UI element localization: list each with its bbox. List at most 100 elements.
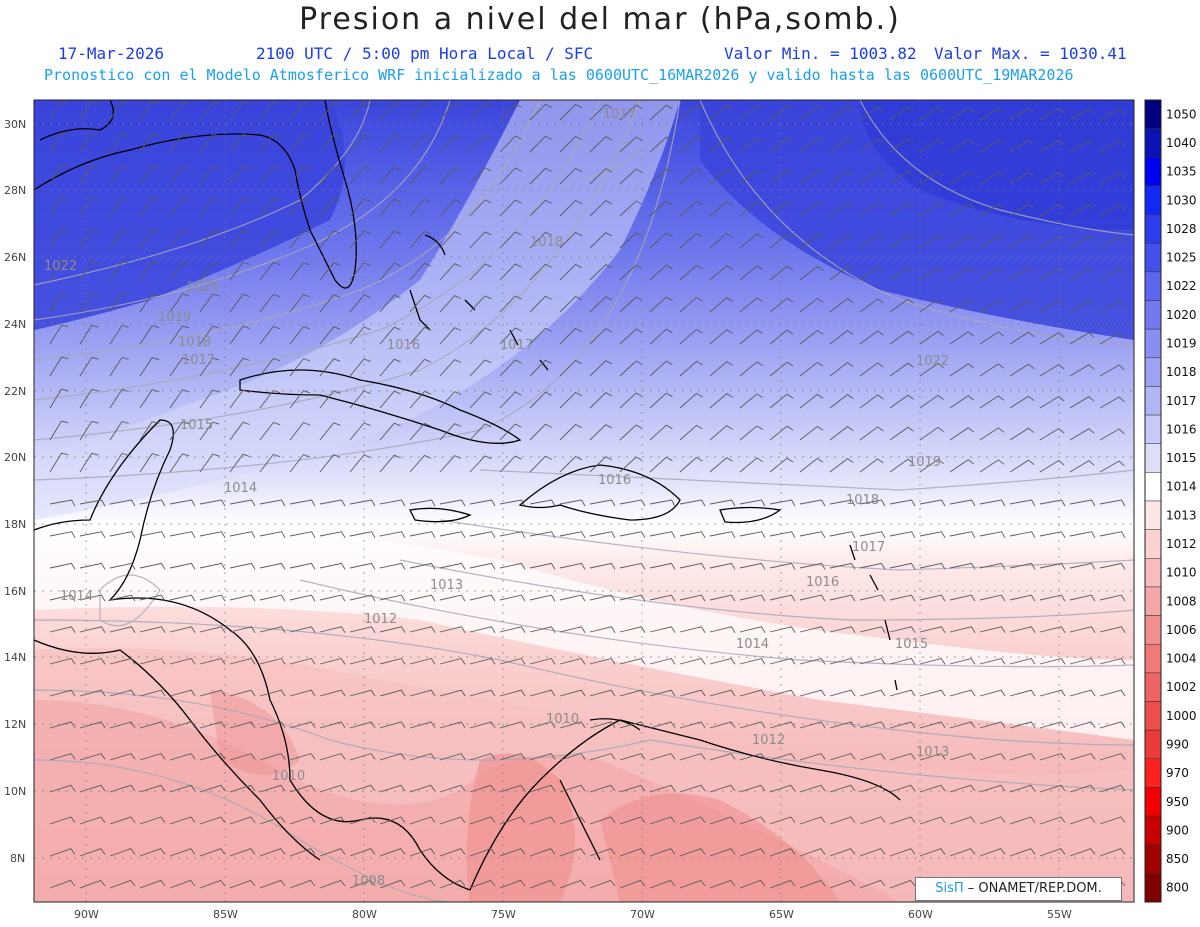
wind-barb [979,816,1006,825]
wind-barb [139,165,160,185]
wind-barb [49,816,76,825]
wind-barb [679,657,706,665]
wind-barb [319,879,346,889]
lat-label: 26N [4,251,26,264]
wind-barb [919,816,946,825]
wind-barb [349,626,376,633]
wind-barb [109,452,129,473]
wind-barb [1009,721,1036,729]
wind-barb [229,197,250,217]
wind-barb [979,626,1006,633]
wind-barb [739,499,766,507]
wind-barb [559,816,586,825]
wind-barb [919,362,944,377]
wind-barb [589,816,616,825]
wind-barb [1069,594,1096,602]
wind-barb [349,879,376,889]
wind-barb [349,134,371,153]
wind-barb [709,562,736,570]
wind-barb [649,232,673,249]
colorbar-swatch [1144,357,1162,387]
wind-barb [109,816,136,825]
wind-barb [709,594,736,602]
wind-barb [949,626,976,633]
wind-barb [649,328,673,345]
wind-barb [829,784,856,793]
contour-label: 1022 [44,259,77,274]
colorbar-label: 1018 [1166,365,1197,379]
wind-barb [439,391,462,409]
wind-barb [259,293,281,313]
wind-barb [259,389,281,409]
wind-barb [799,393,824,409]
wind-barb [919,330,944,345]
wind-barb [1099,204,1125,217]
wind-barb [349,784,376,793]
colorbar-swatch [1144,386,1162,416]
wind-barb [259,879,286,889]
wind-barb [979,753,1006,761]
wind-barb [919,689,946,697]
wind-barb [559,657,586,665]
wind-barb [259,197,281,217]
wind-barb [949,427,974,441]
latitude-axis: 30N 28N 26N 24N 22N 20N 18N 16N 14N 12N … [4,118,26,865]
wind-barb [649,689,676,697]
wind-barb [739,425,764,441]
colorbar-swatch [1144,787,1162,817]
contour-label: 1010 [546,712,579,727]
wind-barb [1099,428,1125,441]
wind-barb [889,330,914,345]
wind-barb [409,230,432,249]
wind-barb [709,784,736,793]
wind-barb [259,101,281,121]
wind-barb [829,562,856,570]
colorbar-label: 900 [1166,823,1189,837]
wind-barb [379,784,406,793]
wind-barb [289,230,311,249]
lon-label: 75W [491,908,516,921]
wind-barb [79,879,106,889]
wind-barb [829,266,854,281]
wind-barb [589,689,616,697]
wind-barb [679,594,706,602]
wind-barb [289,594,316,602]
wind-barb [559,167,583,185]
wind-barb [409,594,436,602]
wind-barb [649,721,676,729]
wind-barb [199,101,220,121]
wind-barb [109,657,136,665]
wind-barb [199,594,226,602]
wind-barb [79,260,99,281]
wind-barb [289,879,316,889]
wind-barb [1099,689,1126,697]
wind-barb [529,657,556,665]
contour-label: 1015 [180,418,213,433]
wind-barb [499,721,526,729]
wind-barb [709,297,733,313]
wind-barb [799,626,826,633]
wind-barb [589,594,616,602]
contour-label: 1016 [387,338,420,353]
wind-barb [709,105,733,121]
wind-barb [529,531,556,539]
wind-barb [589,753,616,761]
wind-barb [139,816,166,825]
wind-barb [109,562,136,570]
wind-barb [529,879,556,889]
wind-barb [229,531,256,539]
wind-barb [589,136,613,153]
wind-barb [169,229,190,249]
wind-barb [709,753,736,761]
wind-barb [439,135,462,153]
wind-barb [499,199,522,217]
wind-barb [709,499,736,507]
wind-barb [1099,753,1126,761]
wind-barb [409,358,432,377]
wind-barb [649,264,673,281]
wind-barb [409,784,436,793]
wind-barb [1069,396,1095,409]
wind-barb [829,394,854,409]
wind-barb [409,848,436,857]
wind-barb [319,198,341,217]
